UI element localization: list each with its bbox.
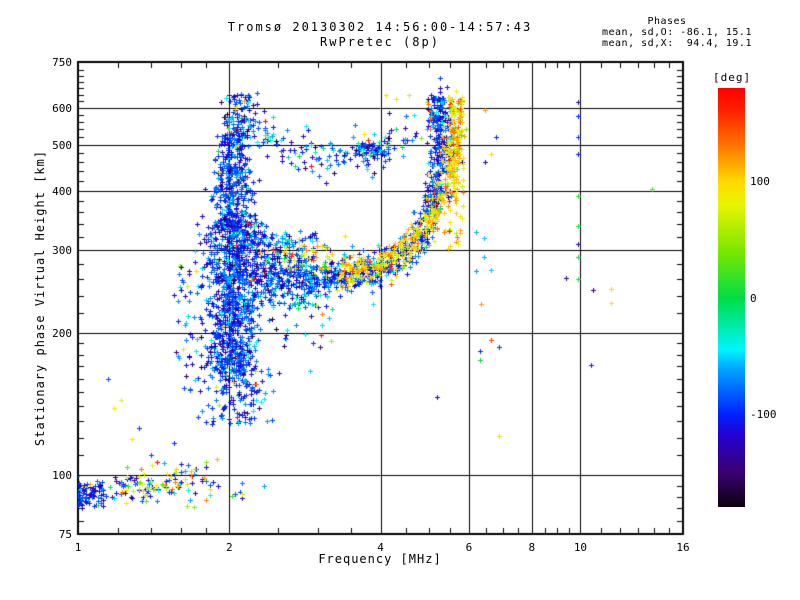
x-tick-label: 1 — [74, 541, 82, 554]
y-tick-label: 75 — [58, 528, 72, 541]
y-tick-label: 100 — [52, 469, 72, 483]
y-tick-label: 600 — [52, 101, 72, 115]
y-tick-label: 300 — [52, 243, 72, 257]
plot-subtitle: RwPretec (8p) — [320, 35, 440, 49]
x-axis-tick-labels: 1 2 4 6 8 10 16 — [0, 541, 800, 555]
x-axis-title: Frequency [MHz] — [318, 552, 442, 566]
y-tick-label: 750 — [52, 56, 72, 69]
title-block: Tromsø 20130302 14:56:00-14:57:43 RwPret… — [180, 20, 580, 50]
x-tick-label: 8 — [528, 541, 536, 554]
y-tick-label: 200 — [52, 326, 72, 340]
phases-x-mode-stats: mean, sd,X: 94.4, 19.1 — [602, 38, 752, 49]
x-tick-label: 16 — [676, 541, 690, 554]
phases-heading: Phases — [647, 16, 687, 27]
x-tick-label: 4 — [377, 541, 384, 554]
x-tick-label: 6 — [465, 541, 473, 554]
x-tick-label: 2 — [225, 541, 233, 554]
phases-o-mode-stats: mean, sd,O: -86.1, 15.1 — [602, 27, 752, 38]
y-tick-label: 500 — [52, 139, 72, 153]
plot-title: Tromsø 20130302 14:56:00-14:57:43 — [227, 20, 533, 34]
x-tick-label: 10 — [573, 541, 588, 554]
phases-summary: Phases mean, sd,O: -86.1, 15.1 mean, sd,… — [602, 16, 792, 49]
y-tick-label: 400 — [52, 184, 72, 198]
